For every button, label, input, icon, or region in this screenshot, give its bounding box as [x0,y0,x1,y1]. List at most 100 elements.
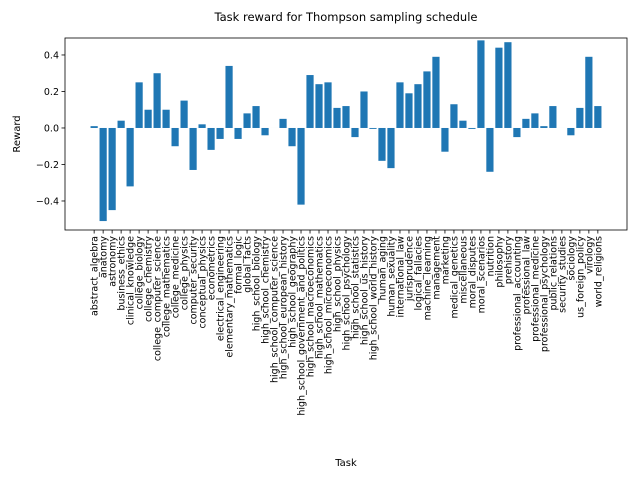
x-tick-label: virology [584,236,595,274]
bar [117,120,125,128]
x-tick-label: human_sexuality [386,236,397,317]
bar [279,118,287,128]
bar [423,71,431,128]
x-tick-label: high_school_world_history [368,236,379,361]
bar [297,127,305,205]
bar [234,127,242,139]
x-tick-label: public_relations [548,236,559,311]
x-tick-label: college_computer_science [153,236,164,361]
bar [144,109,152,128]
x-tick-label: high_school_psychology [342,236,353,351]
x-tick-label: college_physics [180,236,191,310]
chart-title: Task reward for Thompson sampling schedu… [214,10,478,24]
x-tick-label: us_foreign_policy [575,236,586,318]
x-tick-label: marketing [440,236,451,284]
x-tick-label: college_biology [135,236,146,310]
bar [108,127,116,211]
x-tick-label: high_school_physics [333,236,344,332]
bar [459,120,467,128]
y-tick-label: 0.2 [44,87,59,98]
bar [90,126,98,128]
plot-frame [64,37,628,231]
bar [414,84,422,128]
x-tick-label: astronomy [108,236,119,287]
bar [135,82,143,128]
x-tick-label: econometrics [207,236,218,300]
bar [567,127,575,136]
x-tick-label: high_school_microeconomics [324,236,335,374]
x-tick-label: high_school_mathematics [315,236,326,359]
bar [504,42,512,128]
x-tick-label: professional_accounting [512,236,523,351]
x-tick-label: computer_security [189,236,200,325]
x-tick-label: high_school_government_and_politics [297,236,308,416]
bar [153,73,161,128]
x-tick-label: philosophy [494,236,505,288]
bar [180,100,188,128]
bar [189,127,197,170]
x-tick-label: business_ethics [117,236,128,311]
x-tick-label: professional_medicine [530,236,541,342]
bar [405,93,413,128]
bar [360,91,368,128]
bar [333,107,341,128]
x-tick-label: professional_law [521,236,532,315]
bar [576,107,584,128]
bar [369,127,377,129]
x-axis-label: Task [334,458,357,469]
x-tick-label: jurisprudence [404,236,415,302]
bar [378,127,386,161]
bar [513,127,521,138]
bar [243,113,251,128]
bar [432,56,440,128]
x-tick-label: formal_logic [234,236,245,294]
bar [594,106,602,128]
x-tick-label: miscellaneous [458,236,469,304]
bar [450,104,458,128]
bar [225,65,233,128]
bar [495,47,503,128]
bar [387,127,395,169]
bar [468,127,476,129]
x-tick-label: logical_fallacies [413,236,424,311]
x-tick-label: elementary_mathematics [225,236,236,358]
x-tick-label: college_medicine [171,236,182,318]
bar [531,113,539,128]
bar [306,75,314,128]
y-tick-label: −0.4 [36,196,59,207]
y-tick-label: −0.2 [36,160,59,171]
bar [549,106,557,128]
x-tick-label: moral_disputes [467,236,478,308]
x-tick-label: professional_psychology [539,236,550,352]
x-tick-label: high_school_us_history [359,236,370,345]
bar [324,82,332,128]
x-tick-label: anatomy [99,236,110,278]
bar [540,126,548,128]
x-tick-label: high_school_biology [252,236,263,332]
bar [126,127,134,187]
x-tick-label: high_school_geography [288,236,299,348]
bar [522,118,530,128]
bar [351,127,359,138]
bar [477,40,485,128]
x-tick-label: machine_learning [422,236,433,320]
x-tick-label: conceptual_physics [198,236,209,329]
x-tick-label: abstract_algebra [90,236,101,316]
x-tick-label: security_studies [557,236,568,313]
x-tick-label: prehistory [503,236,514,285]
bar [585,56,593,128]
bar [198,124,206,128]
x-tick-label: electrical_engineering [216,236,227,341]
y-tick-label: 0.4 [44,50,59,61]
bar [99,127,107,222]
x-tick-label: management [431,236,442,300]
bar [207,127,215,150]
x-tick-label: moral_scenarios [476,236,487,313]
bar [315,84,323,128]
x-tick-label: human_aging [377,236,388,300]
x-tick-label: college_mathematics [162,236,173,337]
x-tick-label: high_school_chemistry [261,236,272,344]
x-tick-label: nutrition [485,236,496,277]
x-tick-label: global_facts [243,236,254,293]
